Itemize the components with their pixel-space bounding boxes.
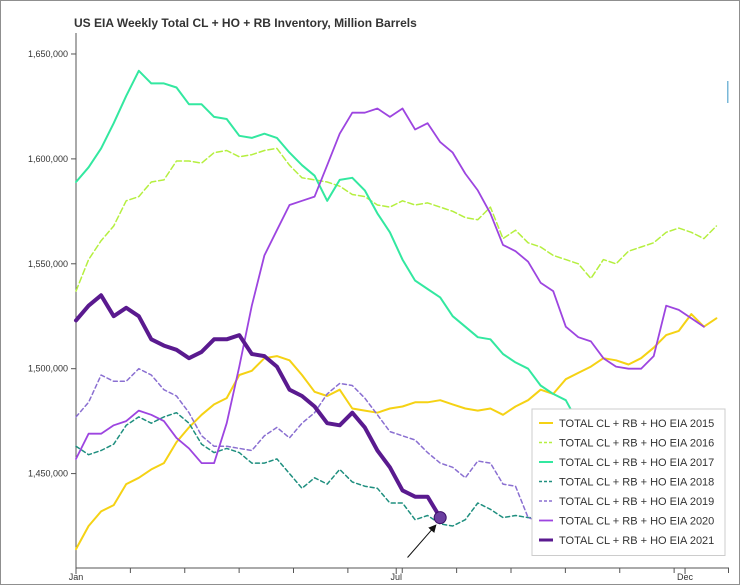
- legend-label[interactable]: TOTAL CL + RB + HO EIA 2020: [559, 516, 714, 528]
- legend-label[interactable]: TOTAL CL + RB + HO EIA 2015: [559, 418, 714, 430]
- axes: 1,450,000 1,500,000 1,550,000 1,600,000 1,65…: [28, 33, 729, 582]
- annotation-arrow: [407, 524, 437, 558]
- x-tick-label: Dec: [677, 572, 694, 582]
- y-tick-label: 1,500,000: [28, 364, 68, 374]
- series-line-0: [75, 313, 718, 551]
- x-tick-label: Jul: [390, 572, 402, 582]
- chart-title: US EIA Weekly Total CL + HO + RB Invento…: [74, 16, 417, 30]
- scrollbar-indicator[interactable]: [727, 81, 729, 103]
- series-line-4: [75, 367, 554, 523]
- series-layer: [74, 69, 718, 551]
- x-tick-label: Jan: [69, 572, 84, 582]
- series-line-2: [75, 69, 580, 425]
- series-line-1: [75, 147, 718, 292]
- legend-box: [531, 408, 726, 556]
- legend-label[interactable]: TOTAL CL + RB + HO EIA 2018: [559, 477, 714, 489]
- legend-label[interactable]: TOTAL CL + RB + HO EIA 2021: [559, 535, 714, 547]
- legend-label[interactable]: TOTAL CL + RB + HO EIA 2019: [559, 496, 714, 508]
- y-tick-label: 1,600,000: [28, 154, 68, 164]
- annotation-marker: [433, 511, 447, 525]
- legend: TOTAL CL + RB + HO EIA 2015 TOTAL CL + RB…: [531, 408, 726, 556]
- y-tick-label: 1,550,000: [28, 259, 68, 269]
- annotation-layer: [407, 511, 447, 558]
- series-line-5: [75, 107, 705, 465]
- series-line-6: [74, 293, 443, 520]
- series-line-3: [75, 411, 554, 527]
- y-tick-label: 1,450,000: [28, 469, 68, 479]
- legend-label[interactable]: TOTAL CL + RB + HO EIA 2016: [559, 438, 714, 450]
- legend-label[interactable]: TOTAL CL + RB + HO EIA 2017: [559, 457, 714, 469]
- y-tick-label: 1,650,000: [28, 49, 68, 59]
